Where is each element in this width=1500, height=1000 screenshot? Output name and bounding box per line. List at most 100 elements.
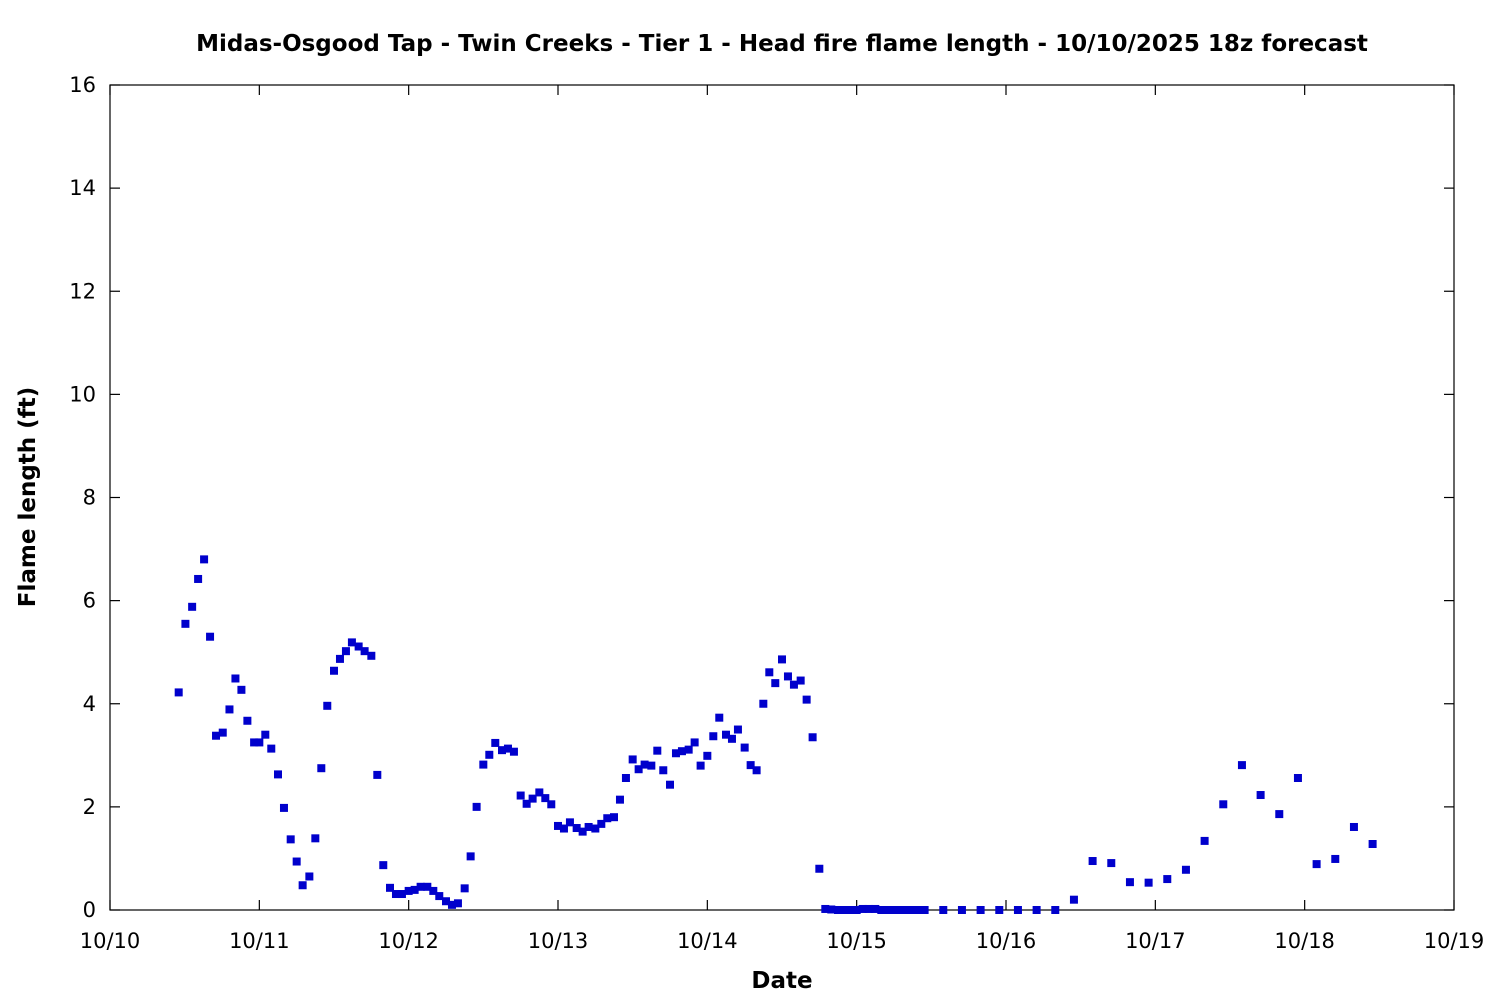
data-point [752, 766, 761, 775]
data-point [696, 761, 705, 770]
data-point [231, 674, 240, 683]
data-point [864, 904, 873, 913]
data-point [1125, 878, 1134, 887]
data-point [509, 747, 518, 756]
data-point [416, 882, 425, 891]
x-tick-label: 10/10 [80, 929, 141, 953]
data-point [442, 897, 450, 906]
data-point [1032, 906, 1041, 914]
data-point [914, 906, 923, 914]
data-point [225, 705, 234, 714]
data-point [423, 882, 432, 891]
data-point [722, 730, 730, 739]
data-point [1069, 895, 1078, 904]
data-point [1237, 761, 1246, 770]
data-point [703, 751, 712, 760]
data-point [901, 906, 910, 914]
data-point [591, 824, 600, 833]
data-point [341, 647, 350, 656]
data-point [541, 794, 550, 803]
y-axis: 0 2 4 6 8 10 12 14 16 [69, 73, 1454, 922]
data-point [429, 886, 438, 895]
data-point [1051, 906, 1060, 914]
data-point [1181, 865, 1190, 874]
data-point [815, 864, 824, 873]
data-point [808, 733, 817, 742]
data-point [871, 904, 880, 913]
data-point [610, 813, 618, 822]
data-point [267, 744, 276, 753]
data-point [212, 731, 221, 740]
data-point [597, 819, 606, 828]
data-point [491, 738, 500, 747]
data-point [615, 795, 624, 804]
data-point [653, 746, 662, 755]
data-point [733, 725, 742, 734]
data-point [908, 906, 917, 914]
data-point [292, 857, 301, 866]
data-point [379, 861, 388, 870]
x-axis: 10/10 10/11 10/12 10/13 10/14 10/15 10/16 10/17… [80, 85, 1485, 953]
data-point [783, 672, 792, 681]
data-point [939, 906, 948, 914]
data-point [709, 732, 718, 741]
data-point [603, 814, 612, 823]
data-point [890, 906, 898, 914]
data-point [995, 906, 1004, 914]
data-point [286, 835, 295, 844]
data-point [472, 802, 481, 811]
data-point [659, 766, 668, 775]
data-point [883, 906, 892, 914]
data-point [584, 822, 593, 831]
data-point [274, 770, 282, 779]
data-point [690, 738, 699, 747]
data-point [206, 632, 215, 641]
y-tick-label: 0 [83, 898, 96, 922]
data-point [634, 765, 643, 774]
x-tick-label: 10/12 [378, 929, 439, 953]
data-point [367, 651, 376, 660]
data-point [1013, 906, 1022, 914]
x-tick-label: 10/19 [1424, 929, 1485, 953]
x-tick-label: 10/18 [1274, 929, 1335, 953]
x-tick-label: 10/11 [229, 929, 290, 953]
data-point [391, 890, 400, 899]
data-point [354, 642, 363, 651]
data-point [311, 834, 320, 843]
data-point [547, 800, 556, 809]
data-point [279, 803, 288, 812]
x-tick-label: 10/15 [826, 929, 887, 953]
data-point [453, 899, 462, 908]
data-point [1088, 857, 1097, 866]
data-point [250, 738, 259, 747]
data-point [528, 794, 537, 803]
data-point [677, 747, 686, 756]
data-point [976, 906, 985, 914]
data-point [565, 818, 574, 827]
data-point [1163, 875, 1172, 884]
data-point [200, 555, 209, 564]
y-tick-label: 2 [83, 795, 96, 819]
data-point [479, 760, 488, 769]
data-point [485, 750, 494, 759]
y-tick-label: 14 [69, 176, 96, 200]
data-point [317, 764, 326, 773]
y-tick-label: 4 [83, 692, 96, 716]
data-point [727, 734, 736, 743]
data-point [554, 821, 562, 830]
x-tick-label: 10/13 [528, 929, 589, 953]
data-point [789, 680, 798, 689]
x-tick-label: 10/17 [1125, 929, 1186, 953]
data-point [821, 904, 830, 913]
data-point [298, 881, 307, 890]
data-point [1331, 854, 1340, 863]
data-point [740, 743, 749, 752]
data-point [778, 655, 786, 664]
data-point [243, 716, 252, 725]
data-point [1293, 774, 1302, 782]
data-point [877, 906, 886, 914]
y-tick-label: 10 [69, 382, 96, 406]
data-point [503, 744, 512, 753]
data-point [845, 906, 854, 914]
data-point [628, 755, 637, 764]
